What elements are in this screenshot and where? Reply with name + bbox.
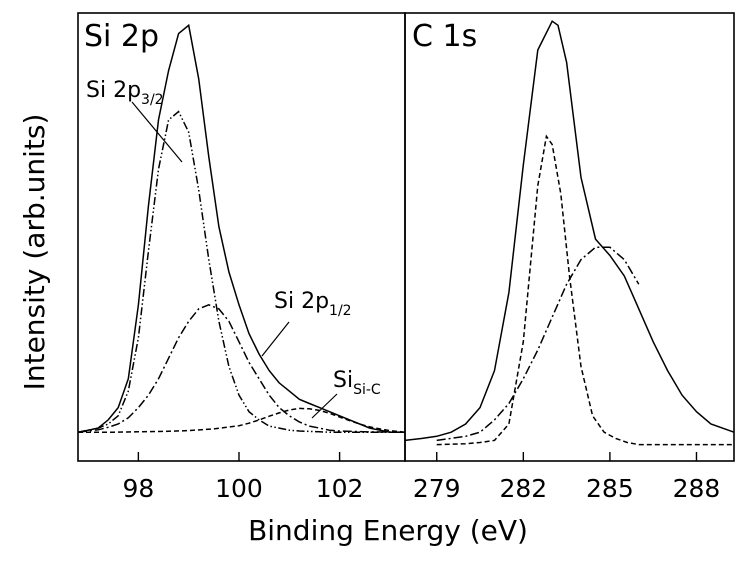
si2p-sisi-c-curve xyxy=(78,407,406,433)
si2p-curves xyxy=(77,23,406,433)
x-tick-label: 279 xyxy=(413,474,461,503)
x-tick-label: 98 xyxy=(122,474,154,503)
si2p-x-ticks xyxy=(137,452,341,461)
x-tick-label: 102 xyxy=(316,474,364,503)
x-tick-label: 100 xyxy=(215,474,263,503)
c1s-component-2-curve xyxy=(436,246,640,442)
si2p-si-2p1-2-curve xyxy=(77,303,406,433)
si2p-envelope-0-curve xyxy=(77,23,405,433)
c1s-x-tick-labels: 279 282 285 288 xyxy=(413,474,720,503)
x-axis-label: Binding Energy (eV) xyxy=(248,514,528,547)
sisic-leader-line xyxy=(311,393,338,419)
c1s-panel: C 1s 279 282 285 288 xyxy=(404,12,735,503)
si2p32-annotation: Si 2p3/2 xyxy=(86,78,164,108)
si2p-si-2p3-2-curve xyxy=(77,110,405,433)
si2p-x-tick-labels: 98 100 102 xyxy=(122,474,363,503)
si2p32-leader-line xyxy=(131,101,183,163)
y-axis-label: Intensity (arb.units) xyxy=(18,114,51,391)
c1s-panel-title: C 1s xyxy=(412,19,477,54)
si2p-panel-title: Si 2p xyxy=(84,19,159,54)
x-tick-label: 285 xyxy=(586,474,634,503)
c1s-curves xyxy=(404,20,735,446)
c1s-x-ticks xyxy=(436,452,698,461)
c1s-component-1-curve xyxy=(436,134,734,446)
sisic-annotation: SiSi-C xyxy=(333,368,381,398)
si2p12-annotation: Si 2p1/2 xyxy=(274,289,352,319)
si2p-panel: Si 2p 98 100 102 Si 2p3/2 Si 2p1/2 SiSi-C xyxy=(77,12,406,503)
x-tick-label: 282 xyxy=(499,474,547,503)
c1s-envelope-0-curve xyxy=(404,20,735,442)
c1s-plot-frame xyxy=(404,12,735,462)
x-tick-label: 288 xyxy=(673,474,721,503)
si2p12-leader-line xyxy=(261,321,290,357)
